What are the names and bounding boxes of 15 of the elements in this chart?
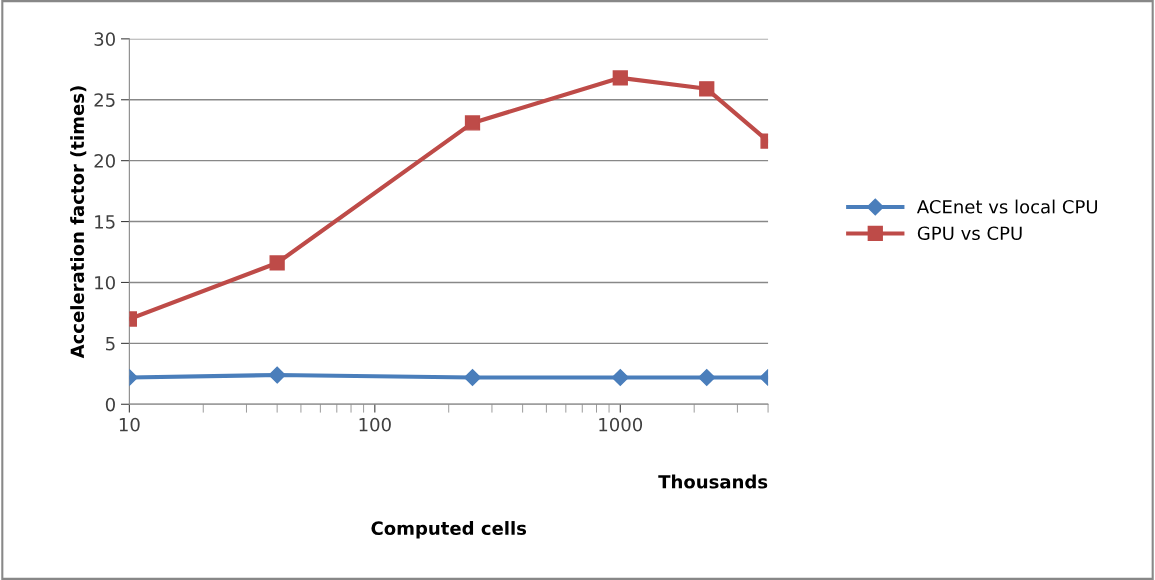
text: Thousands xyxy=(658,474,768,489)
x-axis-title: Computed cells xyxy=(371,521,527,539)
y-tick-label: 5 xyxy=(106,337,115,351)
y-tick-label: 15 xyxy=(95,215,115,229)
x-tick-label: 1000 xyxy=(599,417,643,432)
x-tick-label: 10 xyxy=(119,417,140,432)
x-tick-label: 100 xyxy=(359,417,391,432)
y-axis-title: Acceleration factor (times) xyxy=(70,86,87,359)
y-tick-label: 30 xyxy=(94,32,115,46)
y-tick-label: 20 xyxy=(94,154,115,168)
y-tick-label: 10 xyxy=(95,275,115,290)
y-tick-label: 0 xyxy=(105,397,115,412)
legend-label: ACEnet vs local CPU xyxy=(916,199,1098,214)
y-tick-label: 25 xyxy=(94,93,115,107)
legend-label: GPU vs CPU xyxy=(917,226,1022,241)
